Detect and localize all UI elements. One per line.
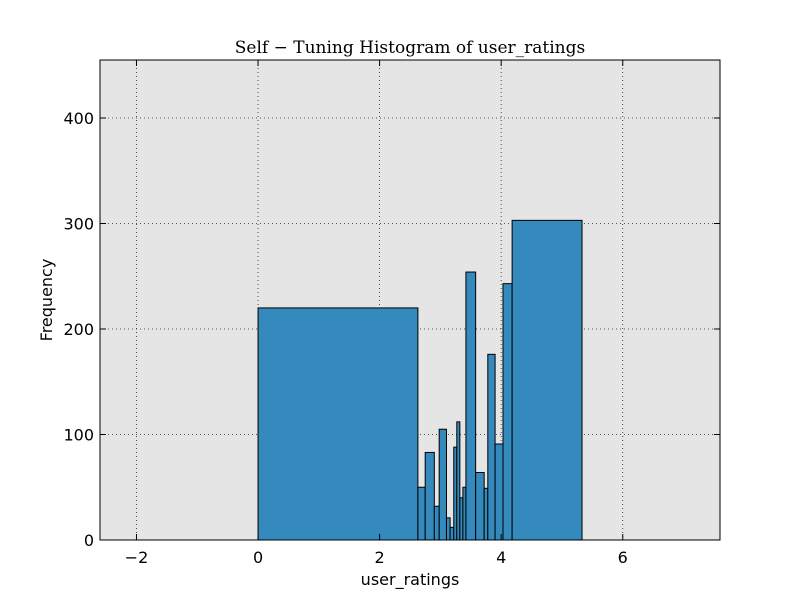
y-tick-label: 100	[63, 426, 94, 445]
y-tick-labels: 0 100 200 300 400	[63, 109, 94, 550]
histogram-bars	[257, 219, 583, 541]
histogram-bar	[424, 451, 435, 541]
y-axis-label: Frequency	[37, 259, 56, 342]
x-tick-label: 6	[618, 548, 628, 567]
grid-lines	[100, 60, 720, 541]
histogram-bar	[417, 486, 426, 541]
axis-ticks	[100, 60, 720, 541]
x-tick-label: 4	[496, 548, 506, 567]
histogram-bar	[475, 471, 485, 541]
x-tick-label: 2	[375, 548, 385, 567]
x-axis-label: user_ratings	[361, 570, 460, 590]
x-tick-label: −2	[125, 548, 149, 567]
histogram-bar	[438, 428, 447, 541]
histogram-bar	[487, 353, 496, 541]
histogram-bar	[502, 283, 513, 541]
histogram-bar	[465, 271, 477, 541]
histogram-bar	[449, 526, 455, 541]
y-tick-label: 0	[84, 531, 94, 550]
y-tick-label: 200	[63, 320, 94, 339]
histogram-bar	[483, 487, 489, 541]
chart-title: Self − Tuning Histogram of user_ratings	[235, 38, 586, 58]
x-tick-label: 0	[253, 548, 263, 567]
histogram-bar	[511, 219, 583, 541]
plot-frame	[99, 59, 721, 541]
y-tick-label: 400	[63, 109, 94, 128]
histogram-bar	[433, 505, 440, 541]
histogram-bar	[257, 307, 419, 541]
histogram-bar	[494, 443, 504, 541]
y-tick-label: 300	[63, 215, 94, 234]
histogram-bar	[445, 517, 451, 541]
x-tick-labels: −2 0 2 4 6	[125, 548, 628, 567]
